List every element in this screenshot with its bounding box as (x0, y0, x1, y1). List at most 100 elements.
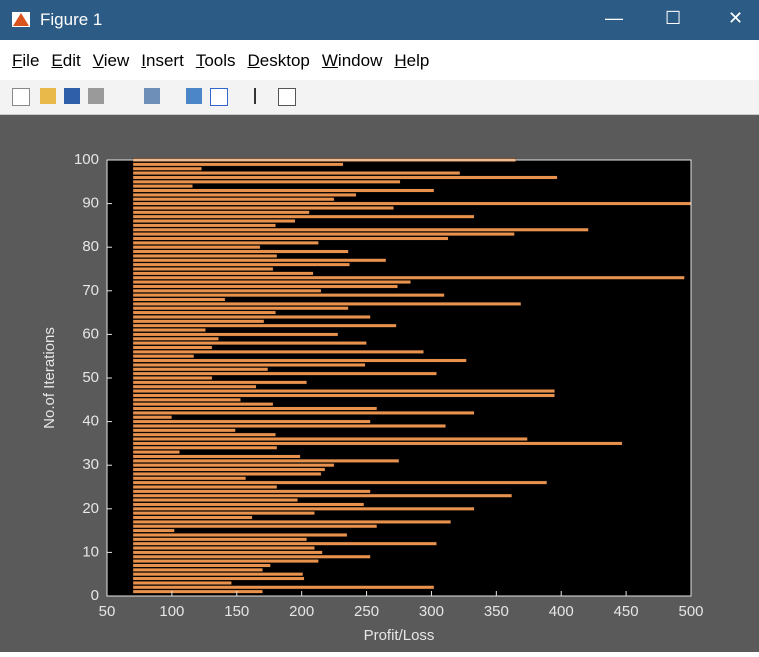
bar (132, 502, 365, 507)
bar (132, 162, 344, 167)
colorbar-icon[interactable] (186, 88, 202, 104)
bar (132, 201, 692, 206)
bar (132, 341, 367, 346)
bar (132, 371, 437, 376)
bar (132, 188, 435, 193)
x-tick-label: 100 (159, 603, 184, 620)
new-icon[interactable] (12, 88, 30, 106)
link-icon[interactable] (144, 88, 160, 104)
bar (132, 306, 349, 311)
bar (132, 349, 424, 354)
menu-item[interactable]: Insert (141, 51, 184, 70)
print-icon[interactable] (88, 88, 104, 104)
y-tick-label: 10 (82, 543, 99, 560)
bar (132, 458, 400, 463)
close-button[interactable]: ✕ (728, 8, 744, 28)
bar (132, 402, 274, 407)
y-tick-label: 20 (82, 500, 99, 517)
bar (132, 528, 175, 533)
bar (132, 563, 271, 568)
bar (132, 541, 437, 546)
menu-item[interactable]: Tools (195, 51, 236, 70)
bar (132, 301, 522, 306)
bar (132, 336, 219, 341)
bar (132, 533, 348, 537)
bar (132, 511, 315, 516)
y-tick-label: 60 (82, 325, 99, 342)
bar (132, 585, 435, 590)
property-icon[interactable] (278, 88, 296, 106)
bar (132, 232, 515, 237)
bar (132, 559, 319, 564)
bar (132, 524, 378, 529)
bar (132, 280, 411, 285)
y-tick-label: 90 (82, 195, 99, 212)
open-icon[interactable] (40, 88, 56, 104)
bar (132, 515, 253, 520)
pointer-icon[interactable] (254, 88, 272, 104)
bar (132, 493, 513, 498)
bar (132, 437, 528, 441)
bar (132, 179, 401, 184)
y-tick-label: 80 (82, 238, 99, 255)
bar (132, 498, 298, 503)
bar (132, 328, 206, 332)
menu-item[interactable]: Edit (51, 51, 81, 70)
window-title: Figure 1 (40, 10, 103, 29)
bar (132, 476, 247, 481)
bar (132, 315, 371, 319)
bar (132, 284, 398, 289)
menu-item[interactable]: Desktop (247, 51, 310, 70)
bar (132, 171, 461, 176)
bar (132, 206, 395, 210)
bar (132, 332, 339, 337)
bar (132, 424, 446, 428)
bar (132, 271, 314, 276)
bar (132, 319, 265, 324)
bar (132, 572, 304, 577)
x-tick-label: 50 (99, 603, 116, 620)
bar (132, 219, 296, 223)
legend-icon[interactable] (210, 88, 228, 106)
y-tick-label: 50 (82, 369, 99, 386)
x-tick-label: 300 (419, 603, 444, 620)
figure-area: 50 100 150 200 250 300 350 400 450 500 0 10 20 30 40 50… (0, 115, 759, 652)
bar (132, 471, 322, 476)
menu-bar: File Edit View Insert Tools Desktop Window Help (0, 40, 759, 80)
bar (132, 288, 322, 293)
bar (132, 197, 335, 202)
minimize-button[interactable]: — (605, 8, 623, 28)
bar (132, 445, 278, 450)
title-bar: Figure 1 — ☐ ✕ (0, 0, 759, 40)
y-tick-label: 40 (82, 413, 99, 430)
menu-item[interactable]: Help (394, 51, 430, 70)
bar (132, 489, 371, 494)
bar (132, 580, 232, 585)
bar (132, 550, 323, 555)
bar (132, 358, 467, 363)
bar (132, 419, 371, 424)
maximize-button[interactable]: ☐ (665, 8, 682, 28)
bar (132, 236, 449, 241)
bar (132, 415, 173, 420)
bar (132, 210, 310, 215)
bar (132, 537, 308, 542)
bar (132, 441, 623, 446)
bar (132, 214, 475, 219)
x-axis-label: Profit/Loss (364, 627, 435, 644)
bar (132, 323, 397, 328)
bar (132, 432, 276, 437)
chart: 50 100 150 200 250 300 350 400 450 500 0 10 20 30 40 50… (41, 151, 704, 644)
menu-item[interactable]: View (92, 51, 130, 70)
bar (132, 249, 349, 254)
bar (132, 589, 263, 594)
bar (132, 380, 308, 385)
bar (132, 345, 213, 350)
bar (132, 240, 319, 245)
save-icon[interactable] (64, 88, 80, 104)
menu-item[interactable]: File (12, 51, 40, 70)
bar (132, 567, 263, 572)
bar (132, 310, 276, 315)
bar (132, 227, 589, 232)
menu-item[interactable]: Window (321, 51, 383, 70)
